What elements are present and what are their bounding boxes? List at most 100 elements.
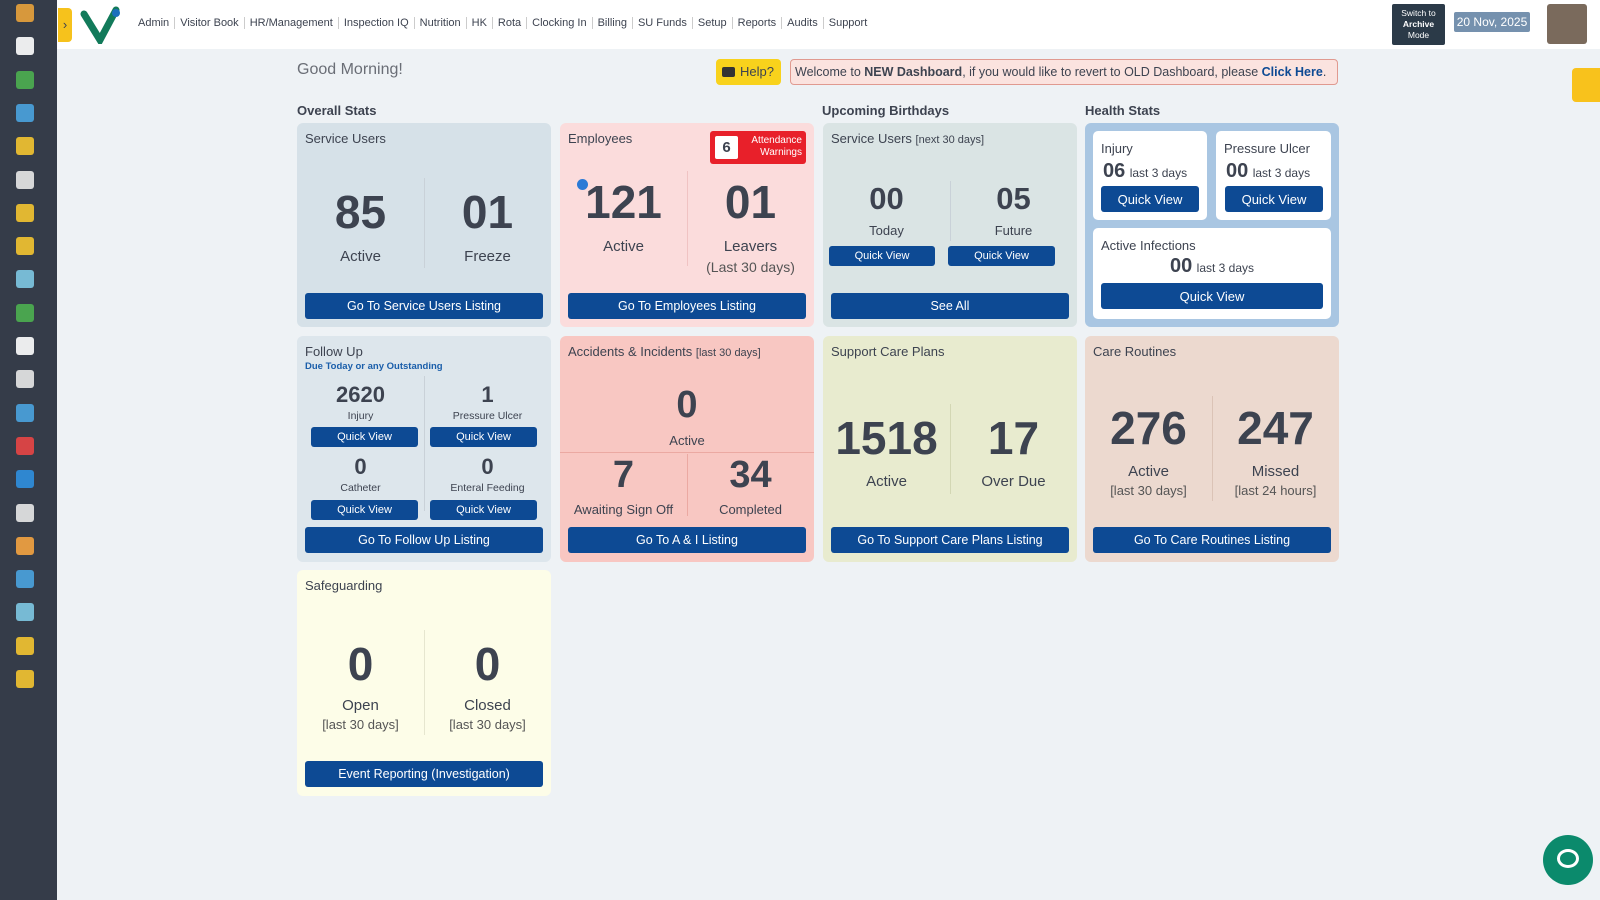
chat-button[interactable] bbox=[1543, 835, 1593, 885]
help-label: Help? bbox=[740, 64, 774, 79]
nav-item[interactable]: SU Funds bbox=[631, 17, 692, 29]
sidebar-icon[interactable] bbox=[16, 70, 34, 89]
stat-label: Future bbox=[994, 223, 1033, 238]
nav-item[interactable]: Billing bbox=[591, 17, 632, 29]
stat-label: Over Due bbox=[981, 473, 1046, 490]
sidebar-icon[interactable] bbox=[16, 337, 34, 355]
quick-view-button[interactable]: Quick View bbox=[1101, 283, 1323, 309]
card-note: [last 30 days] bbox=[695, 347, 761, 359]
sidebar-icon[interactable] bbox=[16, 137, 34, 156]
stat-note: [last 30 days] bbox=[322, 717, 399, 732]
sidebar-icon[interactable] bbox=[16, 370, 34, 389]
nav-item[interactable]: Clocking In bbox=[526, 17, 591, 29]
quick-view-button[interactable]: Quick View bbox=[311, 427, 418, 447]
care-routines-card: Care Routines 276 Active [last 30 days] … bbox=[1085, 336, 1339, 562]
archive-button[interactable]: Switch to Archive Mode bbox=[1392, 4, 1445, 45]
quick-view-button[interactable]: Quick View bbox=[311, 500, 418, 520]
avatar[interactable] bbox=[1547, 4, 1587, 44]
sidebar-icon[interactable] bbox=[16, 237, 34, 256]
sidebar-icon[interactable] bbox=[16, 670, 34, 688]
care-plans-card: Support Care Plans 1518 Active 17 Over D… bbox=[823, 336, 1077, 562]
warning-count: 6 bbox=[715, 136, 738, 159]
item-label: Catheter bbox=[340, 482, 381, 494]
sidebar-icon[interactable] bbox=[16, 303, 34, 322]
sidebar-icon[interactable] bbox=[16, 403, 34, 422]
warning-badge[interactable]: 6 Attendance Warnings bbox=[710, 131, 806, 164]
stat-label: Awaiting Sign Off bbox=[573, 502, 674, 517]
stat-label: Closed bbox=[464, 697, 511, 714]
stat-value: 01 bbox=[461, 186, 514, 238]
item-value: 1 bbox=[481, 382, 494, 407]
card-subtitle: Due Today or any Outstanding bbox=[305, 361, 443, 372]
see-all-button[interactable]: See All bbox=[831, 293, 1069, 319]
stat-value: 276 bbox=[1110, 402, 1187, 454]
logo-dot bbox=[112, 9, 120, 17]
listing-button[interactable]: Go To Follow Up Listing bbox=[305, 527, 543, 553]
sidebar-icon[interactable] bbox=[16, 603, 34, 622]
sidebar-toggle[interactable]: › bbox=[58, 8, 72, 42]
health-note: last 3 days bbox=[1129, 166, 1188, 180]
card-title-text: Service Users bbox=[831, 131, 912, 146]
stat-note: (Last 30 days) bbox=[706, 259, 795, 275]
sidebar-icon[interactable] bbox=[16, 37, 34, 56]
banner-link[interactable]: Click Here bbox=[1261, 65, 1323, 79]
nav-item[interactable]: Support bbox=[822, 17, 873, 29]
nav-item[interactable]: Rota bbox=[491, 17, 526, 29]
chat-icon bbox=[1557, 849, 1579, 868]
sidebar-icon[interactable] bbox=[16, 503, 34, 522]
quick-view-button[interactable]: Quick View bbox=[430, 500, 537, 520]
quick-view-button[interactable]: Quick View bbox=[1101, 186, 1199, 212]
stat-label: Open bbox=[342, 697, 379, 714]
item-value: 2620 bbox=[336, 382, 385, 407]
quick-view-button[interactable]: Quick View bbox=[948, 246, 1055, 266]
stat-note: [last 30 days] bbox=[449, 717, 526, 732]
sidebar-icon[interactable] bbox=[16, 536, 34, 555]
quick-view-button[interactable]: Quick View bbox=[1225, 186, 1323, 212]
safeguarding-card: Safeguarding 0 Open [last 30 days] 0 Clo… bbox=[297, 570, 551, 796]
sidebar-icon[interactable] bbox=[16, 203, 34, 222]
listing-button[interactable]: Go To A & I Listing bbox=[568, 527, 806, 553]
nav-item[interactable]: HK bbox=[465, 17, 492, 29]
banner-text: , if you would like to revert to OLD Das… bbox=[962, 65, 1262, 79]
section-title: Health Stats bbox=[1085, 103, 1161, 118]
sidebar-icon[interactable] bbox=[16, 103, 34, 122]
sidebar-icon[interactable] bbox=[16, 270, 34, 289]
sidebar-icon[interactable] bbox=[16, 4, 34, 22]
nav-item[interactable]: Setup bbox=[691, 17, 732, 29]
divider bbox=[424, 376, 425, 511]
notification-tab[interactable] bbox=[1572, 68, 1600, 102]
listing-button[interactable]: Go To Support Care Plans Listing bbox=[831, 527, 1069, 553]
event-button[interactable]: Event Reporting (Investigation) bbox=[305, 761, 543, 787]
help-button[interactable]: Help? bbox=[716, 59, 781, 85]
nav-item[interactable]: Inspection IQ bbox=[337, 17, 414, 29]
nav-item[interactable]: HR/Management bbox=[243, 17, 338, 29]
nav-item[interactable]: Visitor Book bbox=[174, 17, 244, 29]
banner-text: Welcome to bbox=[795, 65, 865, 79]
banner-text: . bbox=[1322, 65, 1327, 79]
nav-item[interactable]: Reports bbox=[731, 17, 782, 29]
stat-value: 85 bbox=[334, 186, 387, 238]
archive-line: Mode bbox=[1407, 30, 1430, 40]
sidebar-icon[interactable] bbox=[16, 436, 34, 455]
quick-view-button[interactable]: Quick View bbox=[829, 246, 935, 266]
health-value: 06 bbox=[1103, 160, 1126, 182]
nav-item[interactable]: Audits bbox=[781, 17, 823, 29]
card-title-text: Accidents & Incidents bbox=[568, 344, 693, 359]
stat-label: Active bbox=[1128, 463, 1169, 480]
listing-button[interactable]: Go To Care Routines Listing bbox=[1093, 527, 1331, 553]
sidebar-icon[interactable] bbox=[16, 636, 34, 655]
divider bbox=[950, 181, 951, 241]
nav-item[interactable]: Nutrition bbox=[413, 17, 466, 29]
info-icon[interactable] bbox=[577, 179, 588, 190]
listing-button[interactable]: Go To Service Users Listing bbox=[305, 293, 543, 319]
sidebar-icon[interactable] bbox=[16, 470, 34, 489]
nav-item[interactable]: Admin bbox=[138, 17, 170, 29]
item-value: 0 bbox=[354, 454, 367, 479]
sidebar-icon[interactable] bbox=[16, 570, 34, 589]
quick-view-button[interactable]: Quick View bbox=[430, 427, 537, 447]
card-title: Support Care Plans bbox=[831, 344, 945, 359]
divider bbox=[1212, 396, 1213, 501]
sidebar-icon[interactable] bbox=[16, 170, 34, 189]
listing-button[interactable]: Go To Employees Listing bbox=[568, 293, 806, 319]
